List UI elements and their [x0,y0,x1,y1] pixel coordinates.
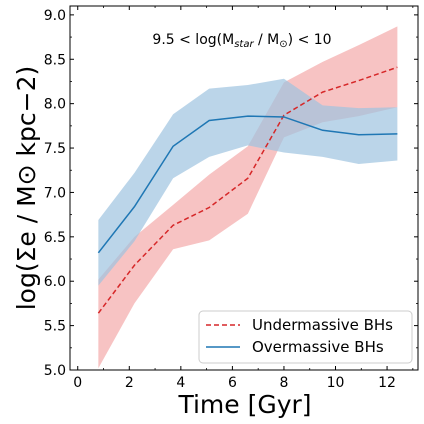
plot-frame [69,5,419,371]
y-tick-label: 6.5 [44,230,66,246]
legend-box [198,310,413,364]
x-tick-label: 10 [327,375,345,391]
legend-label-overmassive: Overmassive BHs [252,338,384,356]
y-tick-label: 5.5 [44,319,66,335]
y-tick-label: 9.0 [44,8,66,24]
y-tick-label: 8.0 [44,97,66,113]
x-tick-label: 0 [73,375,82,391]
chart-annotation: 9.5 < log(Mstar / M⊙) < 10 [152,32,331,50]
line-overmassive [97,115,398,254]
y-tick-label: 5.0 [44,363,66,379]
y-tick-label: 6.0 [44,274,66,290]
y-tick-label: 7.0 [44,185,66,201]
x-axis-label: Time [Gyr] [177,390,311,419]
y-tick-label: 7.5 [44,141,66,157]
y-axis-label: log(Σe / M⊙ kpc−2) [12,66,41,311]
legend: Undermassive BHs Overmassive BHs [198,310,413,364]
x-tick-label: 6 [228,375,237,391]
annotation-sub-sun: ⊙ [279,39,287,50]
x-tick-label: 4 [176,375,185,391]
x-tick-label: 8 [279,375,288,391]
x-tick-label: 2 [125,375,134,391]
series-lines [97,66,398,314]
x-tick-label: 12 [378,375,396,391]
y-tick-label: 8.5 [44,52,66,68]
axes: 0 2 4 6 8 10 12 5.0 5.5 6.0 6.5 7.0 7.5 8.0 8.5 9.0 [44,5,419,391]
annotation-sub-star: star [234,39,254,50]
line-undermassive [97,66,398,314]
legend-label-undermassive: Undermassive BHs [252,316,393,334]
